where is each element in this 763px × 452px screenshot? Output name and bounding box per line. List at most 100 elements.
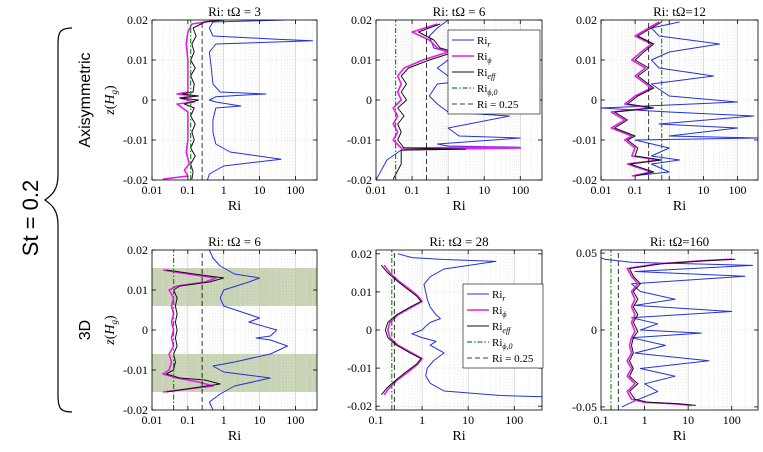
series-ri-eff	[629, 258, 736, 406]
chart-title: Ri: tΩ = 28	[429, 234, 488, 249]
y-axis-label: z(Hg)	[103, 85, 119, 116]
y-tick-label: 0	[142, 93, 148, 107]
x-tick-label: 10	[254, 183, 266, 197]
series-ri-r	[601, 257, 754, 408]
series-ri-r	[206, 20, 313, 180]
y-tick-label: 0.05	[576, 246, 597, 260]
series-ri-eff	[165, 269, 225, 393]
y-tick-label: -0.01	[347, 361, 372, 375]
series-ri-eff	[380, 264, 422, 396]
legend-entry: Riϕ,0	[477, 83, 498, 97]
x-tick-label: 1	[666, 183, 672, 197]
y-tick-label: 0.01	[351, 285, 372, 299]
y-tick-label: 0.01	[127, 53, 148, 67]
x-axis-label: Ri	[452, 429, 465, 444]
chart-title: Ri: tΩ = 6	[208, 234, 261, 249]
chart-panel-6: 0.1 1 10 100 -0.05 0 0.05 Ri: tΩ=160 Ri	[572, 234, 759, 444]
y-tick-label: -0.05	[572, 400, 597, 414]
y-tick-label: 0.02	[351, 247, 372, 261]
x-axis-label: Ri	[228, 199, 241, 214]
series-ri-r	[208, 250, 288, 410]
chart-panel-4: 0.01 0.1 1 10 100 -0.02 -0.01 0 0.01 0.02 Ri: tΩ =…	[103, 234, 318, 444]
chart-panel-2: 0.01 0.1 1 10 100 -0.02 -0.01 0 0.01 0.02 Ri: tΩ =…	[347, 4, 543, 214]
legend-entry: Rir	[477, 35, 491, 49]
y-tick-label: -0.02	[347, 399, 372, 413]
chart-panel-3: 0.01 0.1 1 10 100 -0.02 -0.01 0 0.01 0.02 Ri: tΩ=1…	[572, 4, 759, 214]
grid	[376, 250, 542, 410]
x-tick-label: 100	[723, 413, 741, 427]
series-ri-phi	[162, 269, 217, 393]
y-tick-label: -0.01	[123, 133, 148, 147]
x-tick-label: 10	[697, 183, 709, 197]
x-tick-label: 1	[221, 183, 227, 197]
grid	[152, 250, 317, 410]
y-tick-label: 0.02	[576, 13, 597, 27]
y-tick-label: 0	[366, 323, 372, 337]
x-tick-label: 100	[511, 183, 529, 197]
series-ri-phi	[162, 20, 214, 180]
x-tick-label: 0.01	[142, 413, 163, 427]
y-tick-label: 0.01	[351, 53, 372, 67]
y-tick-label: -0.02	[123, 173, 148, 187]
y-tick-label: -0.01	[123, 363, 148, 377]
y-tick-label: 0	[591, 93, 597, 107]
x-tick-label: 0.1	[369, 413, 384, 427]
legend-entry: Ri = 0.25	[492, 353, 534, 365]
legend-entry: Riϕ	[492, 305, 507, 319]
x-tick-label: 10	[254, 413, 266, 427]
y-tick-label: 0.01	[576, 53, 597, 67]
chart-title: Ri: tΩ=160	[650, 234, 709, 249]
x-axis-label: Ri	[452, 199, 465, 214]
group-brace	[43, 27, 73, 413]
x-tick-label: 100	[728, 183, 746, 197]
series-ri-phi	[626, 258, 732, 407]
y-tick-label: 0.01	[127, 283, 148, 297]
y-tick-label: 0	[591, 323, 597, 337]
x-tick-label: 0.01	[142, 183, 163, 197]
x-tick-label: 0.1	[180, 413, 195, 427]
y-tick-label: -0.01	[347, 133, 372, 147]
y-tick-label: 0	[142, 323, 148, 337]
chart-panel-1: 0.01 0.1 1 10 100 -0.02 -0.01 0 0.01 0.02 Ri: tΩ =…	[103, 4, 318, 214]
y-tick-label: 0	[366, 93, 372, 107]
x-tick-label: 100	[286, 413, 304, 427]
grid	[376, 20, 542, 180]
x-axis-label: Ri	[673, 199, 686, 214]
y-tick-label: -0.01	[572, 133, 597, 147]
series-ri-eff	[392, 23, 466, 180]
x-tick-label: 0.1	[405, 183, 420, 197]
x-tick-label: 10	[682, 413, 694, 427]
x-tick-label: 1	[419, 413, 425, 427]
legend: Rir Riϕ Rieff Riϕ,0 Ri = 0.25	[462, 283, 544, 369]
y-tick-label: -0.02	[572, 173, 597, 187]
y-tick-label: 0.02	[127, 13, 148, 27]
y-tick-label: -0.02	[123, 403, 148, 417]
series-ri-eff	[614, 21, 663, 177]
x-axis-label: Ri	[228, 429, 241, 444]
y-tick-label: -0.02	[347, 173, 372, 187]
chart-title: Ri: tΩ = 6	[433, 4, 486, 19]
x-tick-label: 1	[445, 183, 451, 197]
y-tick-label: 0.02	[351, 13, 372, 27]
y-axis-label: z(Hg)	[103, 315, 119, 346]
legend-entry: Riϕ,0	[492, 337, 513, 351]
legend-entry: Ri = 0.25	[477, 99, 519, 111]
legend-entry: Rieff	[492, 321, 512, 335]
row-label-axisymmetric: Axisymmetric	[77, 52, 94, 147]
x-axis-label: Ri	[673, 429, 686, 444]
chart-panel-5: 0.1 1 10 100 -0.02 -0.01 0 0.01 0.02 Ri: tΩ = 28 R…	[347, 234, 544, 444]
series-ri-phi	[383, 264, 423, 396]
x-tick-label: 100	[505, 413, 523, 427]
legend-entry: Rieff	[477, 67, 497, 81]
x-tick-label: 0.1	[180, 183, 195, 197]
x-tick-label: 0.1	[594, 413, 609, 427]
x-tick-label: 10	[478, 183, 490, 197]
x-tick-label: 0.01	[366, 183, 387, 197]
chart-title: Ri: tΩ = 3	[208, 4, 261, 19]
series-ri-r	[601, 21, 758, 177]
series-ri-phi	[392, 23, 522, 151]
x-tick-label: 0.1	[628, 183, 643, 197]
legend-entry: Rir	[492, 289, 506, 303]
